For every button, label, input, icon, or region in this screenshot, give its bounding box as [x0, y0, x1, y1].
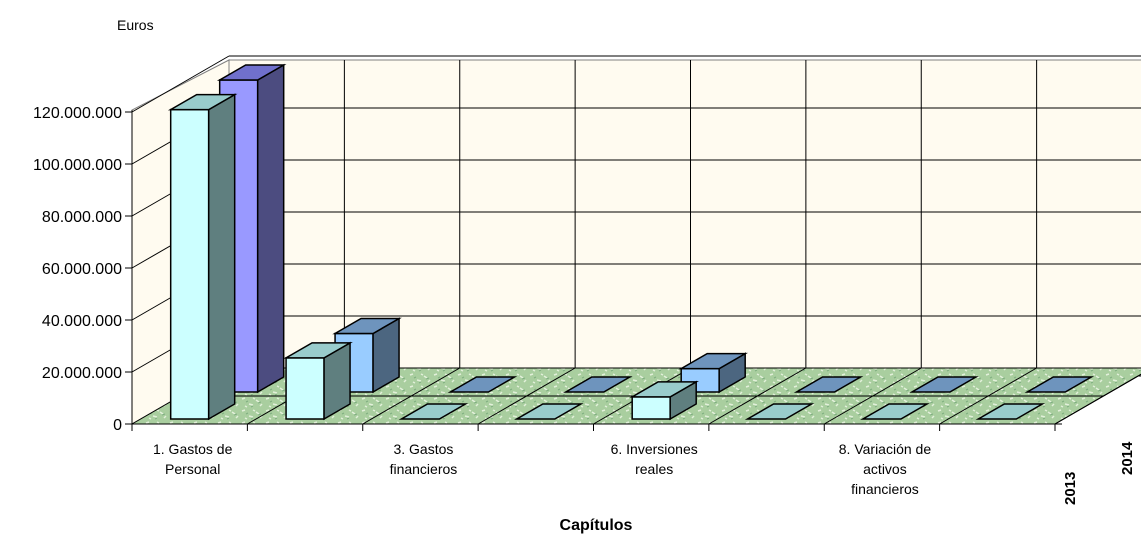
x-category-label: reales	[635, 461, 673, 477]
bar-top	[860, 403, 930, 420]
bar-2014-6	[909, 376, 979, 393]
floor-divider	[477, 367, 576, 425]
bar-top	[514, 403, 584, 420]
y-tick-label: 20.000.000	[42, 365, 122, 382]
bar-2014-3	[563, 376, 633, 393]
x-category-label: financieros	[851, 481, 919, 497]
series-labels: 2013 2014	[1054, 375, 1141, 505]
bar-2013-0	[167, 93, 238, 421]
bar-2014-5	[793, 376, 864, 393]
bar-top	[216, 64, 287, 81]
y-axis-ticks: 0 20.000.000 40.000.000 60.000.000 80.000.00…	[33, 105, 133, 434]
bar-top	[744, 403, 815, 420]
floor-divider	[824, 367, 922, 425]
bar-front	[169, 108, 210, 420]
bar-top	[167, 93, 238, 111]
bar-top	[563, 376, 633, 393]
y-tick-label: 40.000.000	[42, 313, 122, 330]
y-tick-label: 120.000.000	[33, 105, 122, 122]
x-category-label: 3. Gastos	[393, 441, 453, 457]
floor-divider	[362, 367, 460, 425]
bar-top	[1024, 376, 1095, 393]
bar-2013-7	[975, 403, 1046, 420]
x-category-label: 1. Gastos de	[153, 441, 233, 457]
bar-top	[447, 376, 518, 393]
bar-2014-7	[1024, 376, 1095, 393]
bar-2014-2	[447, 376, 518, 393]
bar-front	[631, 396, 671, 420]
x-category-label: 6. Inversiones	[611, 441, 698, 457]
gridline-left	[131, 55, 230, 113]
x-category-label: activos	[863, 461, 907, 477]
bar-2013-5	[744, 403, 815, 420]
bar-top	[332, 317, 402, 335]
bar-top	[283, 342, 353, 359]
x-axis-title: Capítulos	[560, 517, 633, 534]
x-category-label: financieros	[390, 461, 458, 477]
y-axis-title: Euros	[117, 17, 154, 33]
back-wall	[228, 59, 1141, 369]
bar-top	[629, 381, 699, 398]
bar-2013-6	[860, 403, 930, 420]
series-label-2013: 2013	[1062, 472, 1079, 505]
y-tick-label: 60.000.000	[42, 261, 122, 278]
bars	[167, 63, 1095, 421]
bar-top	[793, 376, 864, 393]
floor-divider	[939, 367, 1037, 425]
y-tick-label: 0	[113, 417, 122, 434]
bar-side	[256, 63, 285, 394]
bar-top	[909, 376, 979, 393]
bar-2013-3	[514, 403, 584, 420]
bar-top	[975, 403, 1046, 420]
x-axis-labels: 1. Gastos de Personal 3. Gastos financieros…	[131, 423, 1056, 497]
x-category-label: Personal	[165, 461, 220, 477]
floor-divider	[708, 367, 807, 425]
bar-top	[398, 403, 469, 420]
bar-2013-2	[398, 403, 469, 420]
bar-2013-4	[629, 380, 699, 421]
y-tick-label: 100.000.000	[33, 157, 122, 174]
depth-axis-line	[1054, 375, 1139, 425]
x-category-label: 8. Variación de	[839, 441, 932, 457]
y-tick-label: 80.000.000	[42, 209, 122, 226]
chart-walls	[131, 59, 1141, 425]
bar-side	[207, 93, 236, 421]
bar-2013-1	[283, 341, 353, 421]
bar-front	[285, 357, 325, 420]
bar-top	[678, 352, 748, 370]
series-label-2014: 2014	[1119, 441, 1136, 475]
